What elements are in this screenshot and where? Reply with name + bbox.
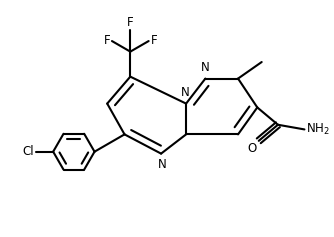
Text: O: O [247,142,257,155]
Text: Cl: Cl [22,145,34,158]
Text: NH$_2$: NH$_2$ [306,122,330,137]
Text: N: N [201,61,210,74]
Text: F: F [104,34,110,47]
Text: N: N [181,86,189,99]
Text: F: F [151,34,157,47]
Text: F: F [127,16,134,28]
Text: N: N [158,158,166,171]
